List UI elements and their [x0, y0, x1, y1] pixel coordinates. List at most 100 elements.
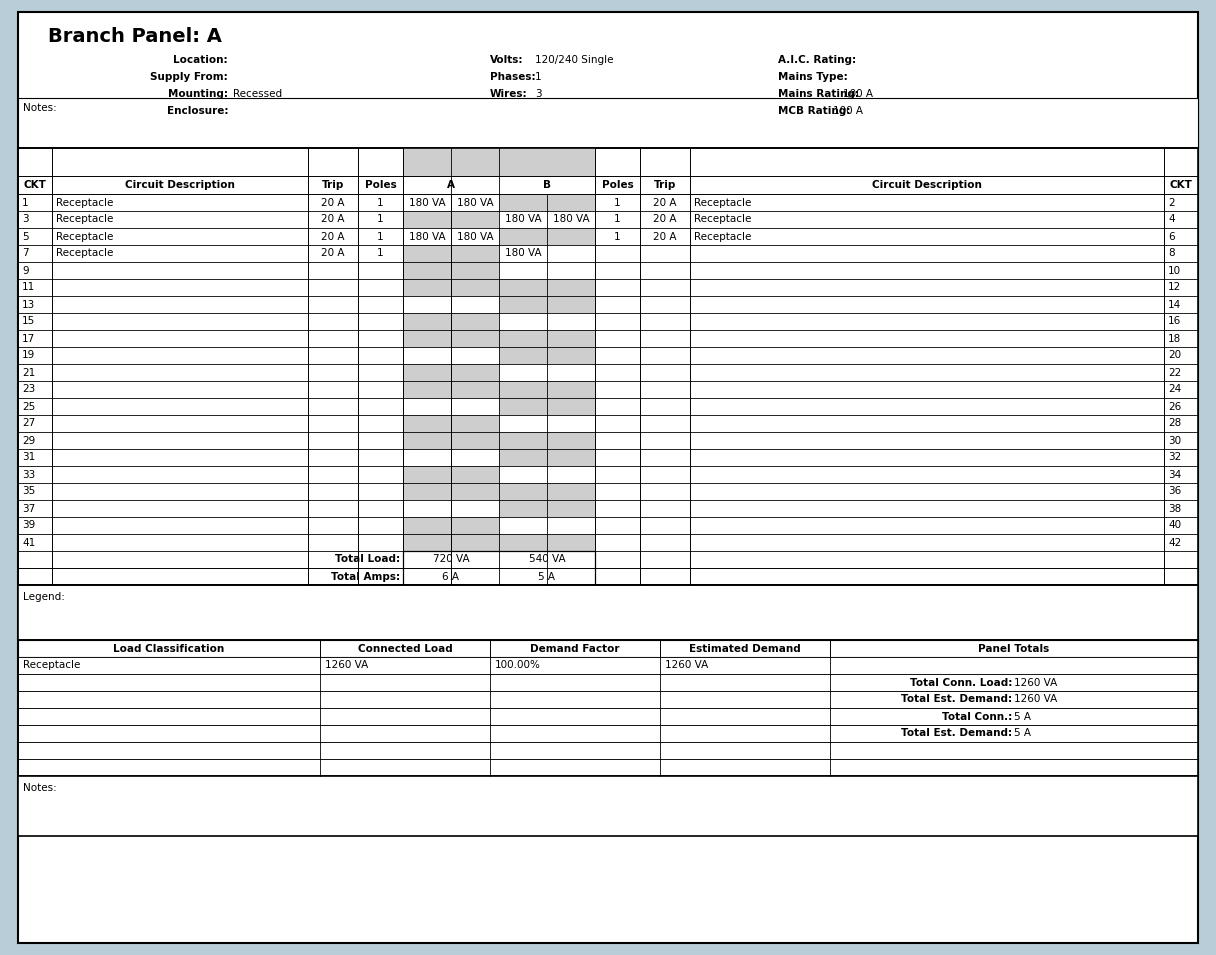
Bar [547, 330, 595, 347]
Bar [451, 262, 499, 279]
Bar [547, 398, 595, 415]
Text: MCB Rating:: MCB Rating: [778, 106, 850, 116]
Text: 33: 33 [22, 470, 35, 479]
Text: 24: 24 [1169, 385, 1181, 394]
Text: 1260 VA: 1260 VA [665, 661, 708, 670]
Text: 18: 18 [1169, 333, 1181, 344]
Text: 1: 1 [377, 215, 384, 224]
Text: 180 VA: 180 VA [457, 198, 494, 207]
Text: Receptacle: Receptacle [694, 231, 751, 242]
Text: Poles: Poles [365, 180, 396, 190]
Bar [402, 415, 451, 432]
Bar [547, 296, 595, 313]
Text: Receptacle: Receptacle [694, 215, 751, 224]
Bar [547, 432, 595, 449]
Text: 29: 29 [22, 435, 35, 445]
Text: 41: 41 [22, 538, 35, 547]
Text: 39: 39 [22, 520, 35, 530]
Text: Total Amps:: Total Amps: [331, 571, 400, 582]
Text: Mains Rating:: Mains Rating: [778, 89, 858, 99]
Text: 1: 1 [614, 215, 621, 224]
Bar [499, 432, 547, 449]
Text: 36: 36 [1169, 486, 1181, 497]
Text: 1260 VA: 1260 VA [1014, 677, 1057, 688]
Text: Notes:: Notes: [23, 783, 57, 793]
Text: 180 VA: 180 VA [553, 215, 590, 224]
Text: 120/240 Single: 120/240 Single [535, 55, 614, 65]
Text: Total Conn. Load:: Total Conn. Load: [910, 677, 1012, 688]
Bar [547, 148, 595, 176]
Bar [499, 500, 547, 517]
Bar [499, 296, 547, 313]
Bar [499, 534, 547, 551]
Text: B: B [544, 180, 551, 190]
Text: 540 VA: 540 VA [529, 555, 565, 564]
Text: 15: 15 [22, 316, 35, 327]
Text: 26: 26 [1169, 401, 1181, 412]
Text: 34: 34 [1169, 470, 1181, 479]
Text: 5 A: 5 A [1014, 711, 1031, 721]
Bar [402, 466, 451, 483]
Text: 5 A: 5 A [539, 571, 556, 582]
Bar [451, 148, 499, 176]
Bar [18, 98, 1198, 148]
Text: 180 VA: 180 VA [505, 248, 541, 259]
Bar [402, 211, 451, 228]
Text: 9: 9 [22, 265, 29, 275]
Text: 8: 8 [1169, 248, 1175, 259]
Bar [499, 449, 547, 466]
Text: 5: 5 [22, 231, 29, 242]
Bar [402, 364, 451, 381]
Text: 1: 1 [535, 72, 541, 82]
Text: A: A [447, 180, 455, 190]
Text: 4: 4 [1169, 215, 1175, 224]
Text: 17: 17 [22, 333, 35, 344]
Bar [451, 364, 499, 381]
Text: 180 VA: 180 VA [409, 231, 445, 242]
Text: 23: 23 [22, 385, 35, 394]
Text: 1: 1 [377, 248, 384, 259]
Text: 28: 28 [1169, 418, 1181, 429]
Bar [547, 381, 595, 398]
Text: Total Conn.:: Total Conn.: [941, 711, 1012, 721]
Text: Receptacle: Receptacle [56, 198, 113, 207]
Text: 20 A: 20 A [653, 231, 677, 242]
Text: Supply From:: Supply From: [151, 72, 229, 82]
Text: 100.00%: 100.00% [495, 661, 541, 670]
Bar [547, 534, 595, 551]
Bar [499, 194, 547, 211]
Bar [499, 148, 547, 176]
Bar [18, 657, 1198, 674]
Text: 20 A: 20 A [653, 198, 677, 207]
Text: 22: 22 [1169, 368, 1181, 377]
Bar [18, 585, 1198, 640]
Bar [451, 466, 499, 483]
Text: CKT: CKT [23, 180, 46, 190]
Bar [451, 415, 499, 432]
Text: 30: 30 [1169, 435, 1181, 445]
Bar [547, 347, 595, 364]
Text: Branch Panel: A: Branch Panel: A [47, 28, 221, 47]
Bar [451, 517, 499, 534]
Bar [547, 194, 595, 211]
Bar [451, 245, 499, 262]
Text: 180 VA: 180 VA [409, 198, 445, 207]
Text: A.I.C. Rating:: A.I.C. Rating: [778, 55, 856, 65]
Bar [499, 483, 547, 500]
Text: 27: 27 [22, 418, 35, 429]
Text: 19: 19 [22, 350, 35, 360]
Text: 100 A: 100 A [843, 89, 873, 99]
Text: 1: 1 [614, 198, 621, 207]
Text: Total Est. Demand:: Total Est. Demand: [901, 729, 1012, 738]
Text: 2: 2 [1169, 198, 1175, 207]
Text: Trip: Trip [654, 180, 676, 190]
Text: Trip: Trip [322, 180, 344, 190]
Text: 3: 3 [22, 215, 29, 224]
Text: 20 A: 20 A [321, 248, 345, 259]
Text: CKT: CKT [1170, 180, 1193, 190]
Text: Load Classification: Load Classification [113, 644, 225, 653]
Text: 11: 11 [22, 283, 35, 292]
Text: Connected Load: Connected Load [358, 644, 452, 653]
Text: 5 A: 5 A [1014, 729, 1031, 738]
Text: 14: 14 [1169, 300, 1181, 309]
